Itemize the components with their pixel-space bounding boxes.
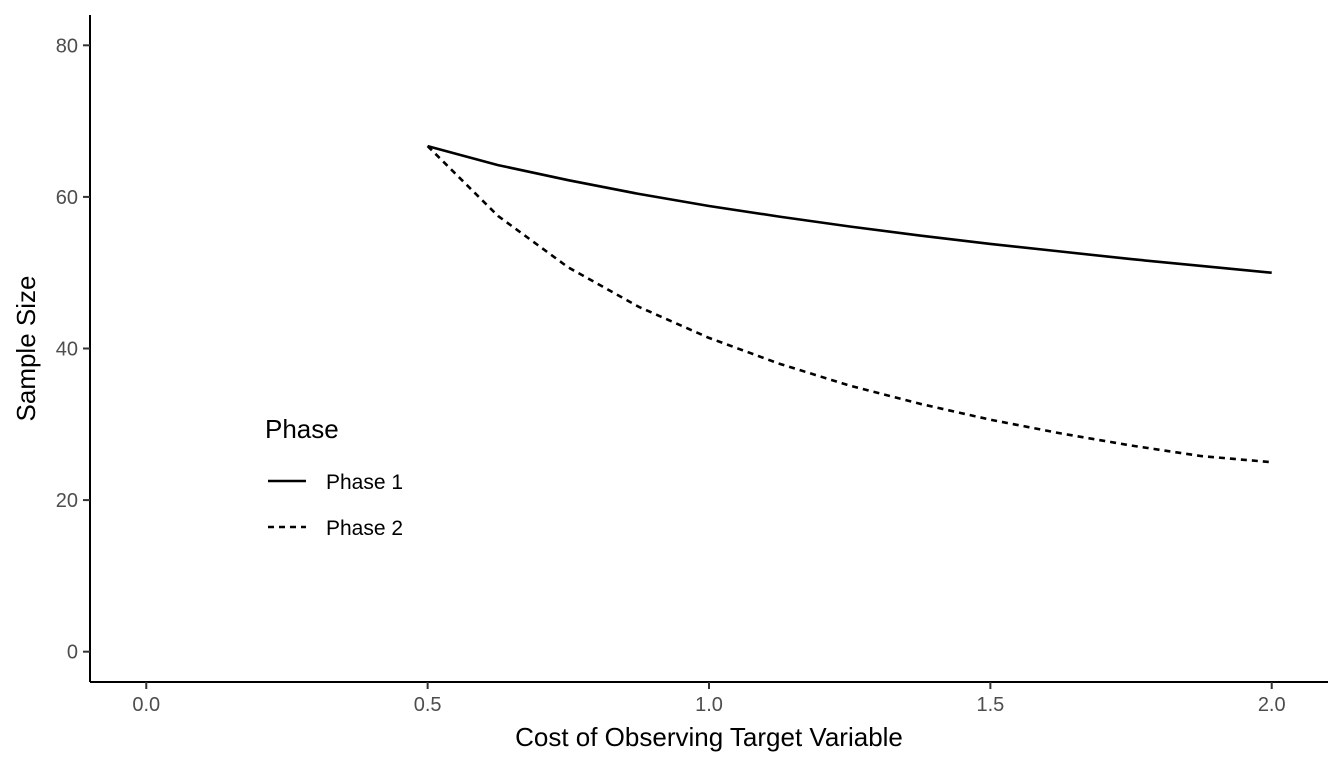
x-tick-label: 1.5 — [976, 694, 1004, 716]
y-tick-label: 80 — [56, 35, 78, 57]
axes: 0.0 0.5 1.0 1.5 2.0 0 20 40 60 80 — [56, 15, 1328, 716]
y-tick-label: 40 — [56, 339, 78, 361]
x-tick-label: 0.0 — [132, 694, 160, 716]
legend-label-2: Phase 2 — [326, 517, 403, 540]
y-tick-label: 0 — [67, 642, 78, 664]
series-line-2 — [426, 145, 1272, 464]
y-tick-label: 60 — [56, 187, 78, 209]
series-line-1 — [427, 144, 1272, 274]
legend-label-1: Phase 1 — [326, 471, 403, 494]
x-tick-label: 0.5 — [414, 694, 442, 716]
x-tick-label: 2.0 — [1258, 694, 1286, 716]
y-tick-label: 20 — [56, 490, 78, 512]
plot-area — [426, 144, 1272, 464]
x-axis-title: Cost of Observing Target Variable — [515, 722, 903, 752]
y-axis-title: Sample Size — [11, 276, 41, 422]
x-tick-label: 1.0 — [695, 694, 723, 716]
legend: Phase Phase 1 Phase 2 — [265, 414, 403, 540]
legend-title: Phase — [265, 414, 339, 444]
